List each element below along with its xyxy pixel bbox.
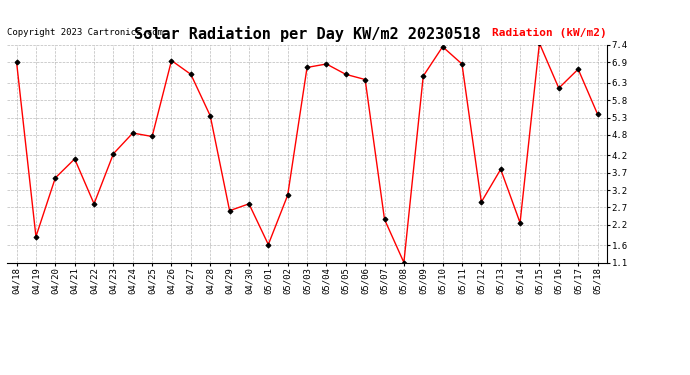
Text: Radiation (kW/m2): Radiation (kW/m2) bbox=[493, 28, 607, 38]
Title: Solar Radiation per Day KW/m2 20230518: Solar Radiation per Day KW/m2 20230518 bbox=[134, 27, 480, 42]
Text: Copyright 2023 Cartronics.com: Copyright 2023 Cartronics.com bbox=[7, 28, 163, 37]
